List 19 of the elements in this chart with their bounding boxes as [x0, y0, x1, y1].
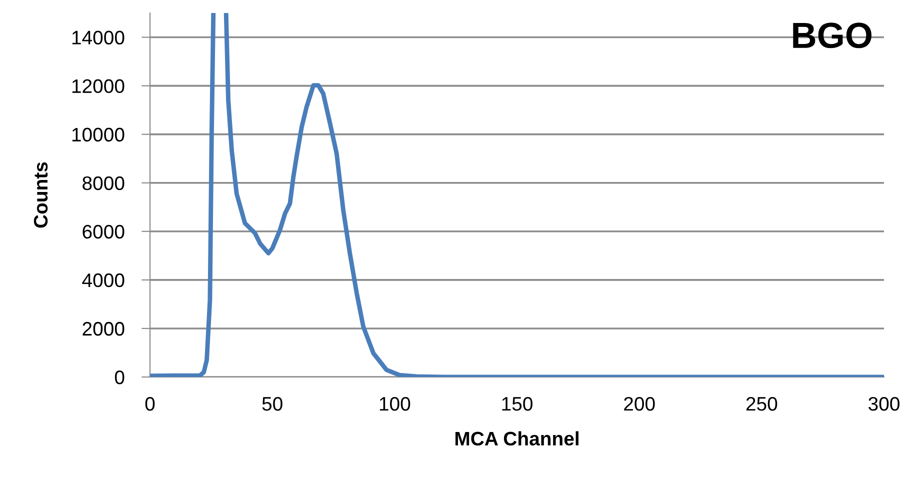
- x-tick-label: 250: [746, 396, 778, 411]
- y-tick-label: 2000: [82, 322, 124, 336]
- x-tick-label: 150: [502, 396, 532, 411]
- annotation: BGO: [793, 22, 872, 48]
- x-tick-label: 50: [262, 396, 282, 411]
- y-tick-label: 10000: [72, 128, 124, 142]
- y-tick-label: 8000: [82, 176, 124, 190]
- x-tick-label: 100: [380, 396, 410, 411]
- y-tick-label: 0: [114, 370, 124, 384]
- line-series: [224, 13, 884, 377]
- y-tick-label: 4000: [82, 273, 124, 288]
- x-tick-label: 300: [868, 396, 900, 411]
- y-tick-label: 14000: [72, 30, 124, 45]
- y-tick-label: 12000: [72, 79, 124, 94]
- x-axis-title: MCA Channel: [455, 431, 578, 446]
- y-tick-label: 6000: [82, 224, 124, 239]
- x-tick-label: 0: [145, 396, 155, 411]
- y-axis-title: Counts: [34, 162, 48, 228]
- x-tick-label: 200: [624, 396, 655, 411]
